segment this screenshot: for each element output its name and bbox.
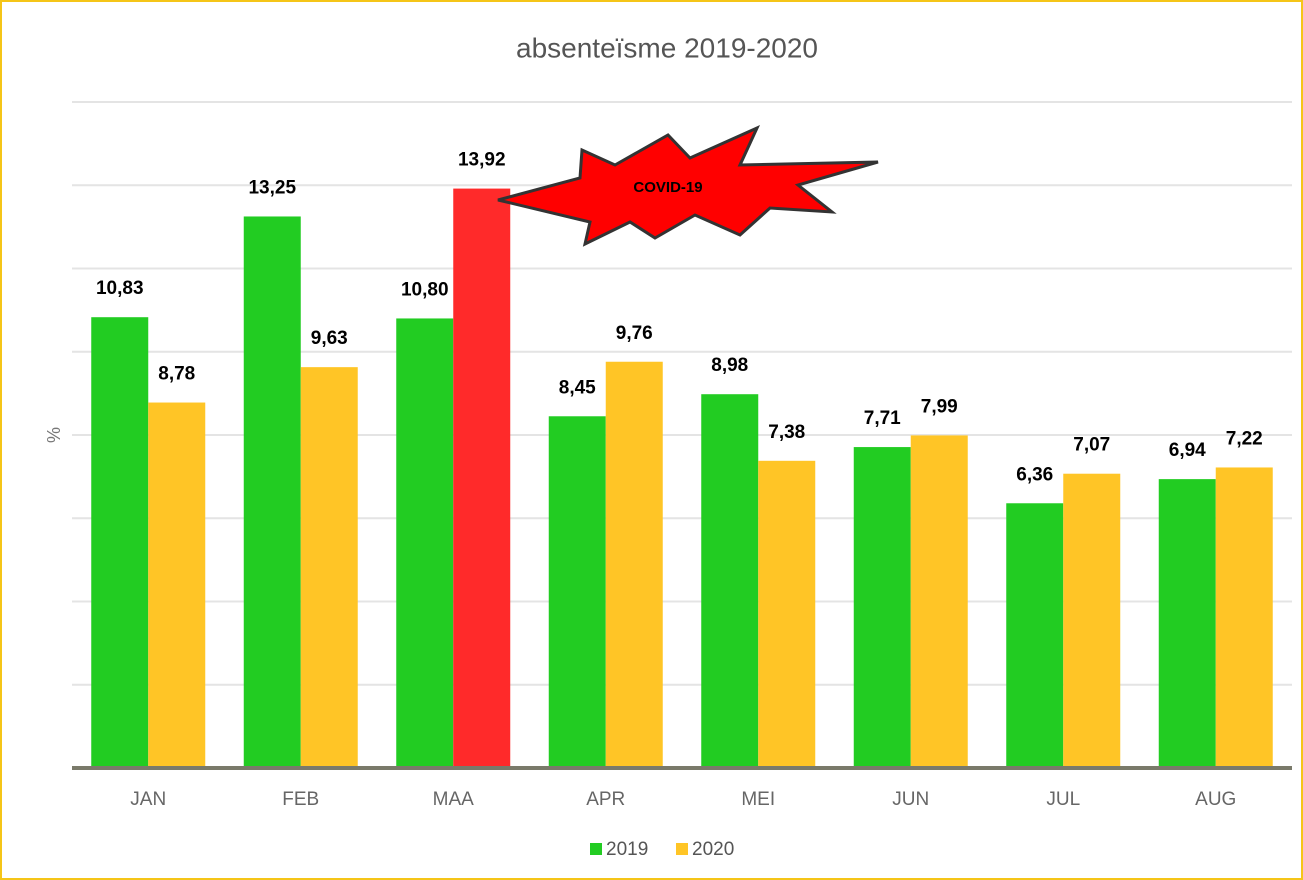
value-label: 7,38	[768, 422, 805, 443]
bar	[244, 216, 301, 768]
bar	[396, 318, 453, 768]
bar	[1216, 467, 1273, 768]
chart: absenteïsme 2019-2020 % JAN 10,83 8,78 FEB 1…	[0, 0, 1303, 880]
bar	[1063, 474, 1120, 768]
x-tick-label: JAN	[130, 789, 166, 810]
value-label: 9,76	[616, 323, 653, 344]
value-label: 10,83	[96, 278, 144, 299]
value-label: 7,22	[1226, 428, 1263, 449]
legend-label: 2020	[692, 839, 734, 860]
value-label: 13,92	[458, 150, 506, 171]
value-label: 8,78	[158, 364, 195, 385]
value-label: 6,94	[1169, 440, 1206, 461]
value-label: 7,71	[864, 408, 901, 429]
bar	[758, 461, 815, 768]
value-label: 13,25	[248, 177, 296, 198]
value-label: 8,45	[559, 377, 596, 398]
value-label: 8,98	[711, 355, 748, 376]
legend-label: 2019	[606, 839, 648, 860]
x-tick-label: JUN	[892, 789, 929, 810]
x-tick-label: APR	[586, 789, 625, 810]
bar	[301, 367, 358, 768]
bar	[148, 403, 205, 768]
value-label: 6,36	[1016, 464, 1053, 485]
chart-title: absenteïsme 2019-2020	[516, 32, 818, 63]
bar	[1159, 479, 1216, 768]
bar	[453, 189, 510, 768]
bar	[701, 394, 758, 768]
bar	[549, 416, 606, 768]
bar	[606, 362, 663, 768]
annotation: COVID-19	[633, 179, 702, 196]
bar	[854, 447, 911, 768]
legend-swatch	[590, 843, 602, 855]
x-tick-label: MEI	[741, 789, 775, 810]
x-tick-label: MAA	[433, 789, 475, 810]
value-label: 7,99	[921, 396, 958, 417]
bar	[911, 435, 968, 768]
x-tick-label: JUL	[1046, 789, 1080, 810]
x-tick-label: AUG	[1195, 789, 1236, 810]
bar	[1006, 503, 1063, 768]
y-axis-label: %	[44, 427, 64, 443]
value-label: 9,63	[311, 328, 348, 349]
value-label: 7,07	[1073, 435, 1110, 456]
bar	[91, 317, 148, 768]
legend-swatch	[676, 843, 688, 855]
value-label: 10,80	[401, 279, 449, 300]
x-tick-label: FEB	[282, 789, 319, 810]
